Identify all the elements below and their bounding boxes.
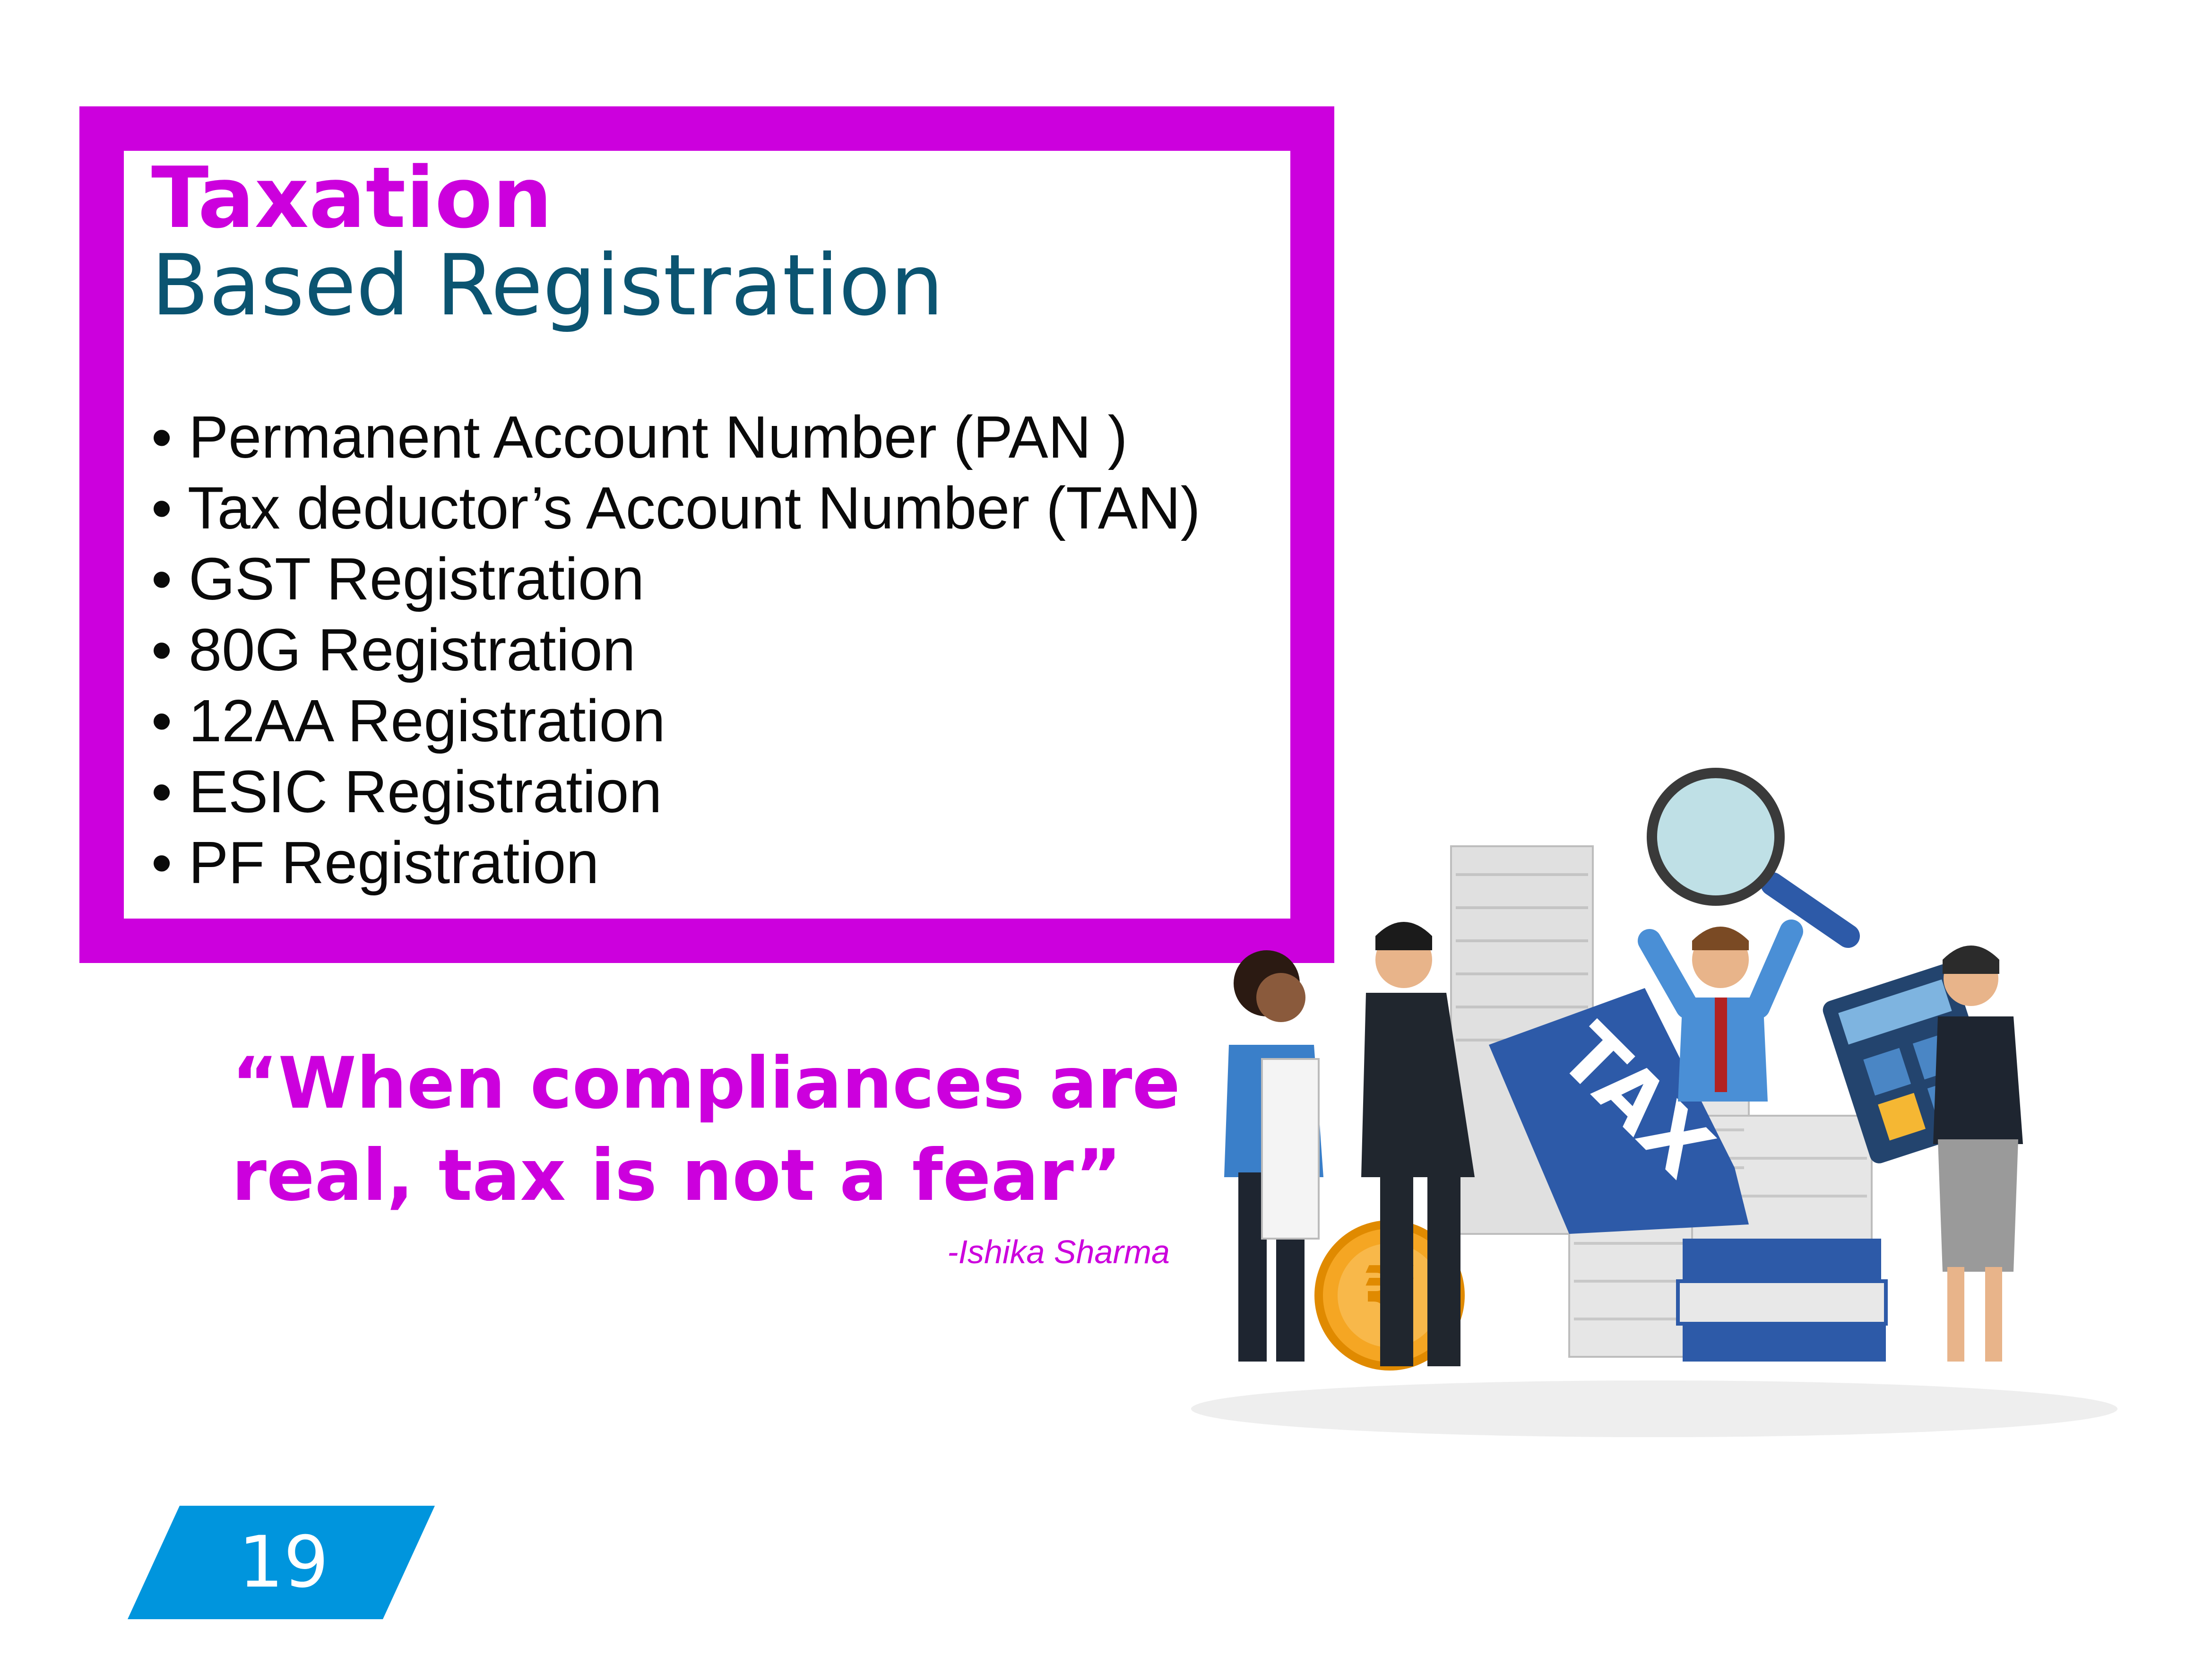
page-tab-shape	[128, 1506, 435, 1619]
person-man-arms-up-icon	[1638, 920, 1803, 1102]
list-item: • ESIC Registration	[151, 758, 662, 825]
tax-illustration: TAX ₹	[1191, 768, 2117, 1437]
list-item: • 80G Registration	[151, 616, 636, 683]
list-item: • 12AA Registration	[151, 687, 665, 754]
books-icon	[1676, 1239, 1888, 1362]
page-number-badge: 19	[128, 1506, 435, 1619]
heading-line-1: Taxation	[151, 149, 553, 247]
page-number: 19	[238, 1521, 329, 1604]
ground-shadow	[1191, 1380, 2117, 1437]
list-item: • Tax deductor’s Account Number (TAN)	[151, 475, 1201, 541]
heading-line-2: Based Registration	[151, 236, 944, 334]
list-item: • Permanent Account Number (PAN )	[151, 404, 1128, 470]
quote-author: -Ishika Sharma	[947, 1233, 1170, 1270]
magnifier-icon	[1647, 768, 1860, 948]
person-woman-icon	[1224, 950, 1323, 1362]
content-panel	[124, 151, 1290, 919]
quote: “When compliances are real, tax is not a…	[232, 1038, 1180, 1222]
registration-list: • Permanent Account Number (PAN ) • Tax …	[151, 402, 1201, 898]
quote-line-2: real, tax is not a fear”	[232, 1135, 1122, 1217]
person-man-suit-icon	[1361, 922, 1475, 1366]
list-item: • PF Registration	[151, 829, 599, 896]
person-woman-calculator-icon	[1933, 946, 2023, 1362]
quote-line-1: “When compliances are	[232, 1042, 1181, 1125]
list-item: • GST Registration	[151, 546, 645, 612]
